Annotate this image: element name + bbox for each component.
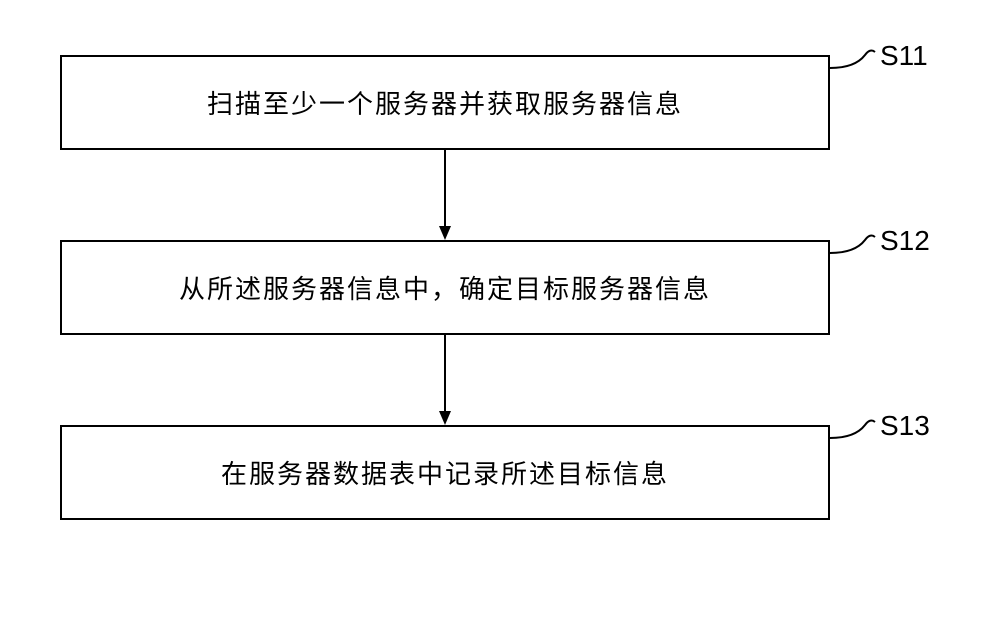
step-text-s11: 扫描至少一个服务器并获取服务器信息 xyxy=(207,84,683,121)
arrow-2 xyxy=(435,335,455,425)
step-text-s12: 从所述服务器信息中，确定目标服务器信息 xyxy=(179,269,711,306)
step-box-s13: 在服务器数据表中记录所述目标信息 xyxy=(60,425,830,520)
step-text-s13: 在服务器数据表中记录所述目标信息 xyxy=(221,454,669,491)
flowchart-container: 扫描至少一个服务器并获取服务器信息 S11 从所述服务器信息中，确定目标服务器信… xyxy=(60,40,940,580)
arrow-1 xyxy=(435,150,455,240)
step-box-s12: 从所述服务器信息中，确定目标服务器信息 xyxy=(60,240,830,335)
step-label-s13: S13 xyxy=(880,410,930,442)
step-label-s12: S12 xyxy=(880,225,930,257)
step-label-s11: S11 xyxy=(880,40,928,72)
step-box-s11: 扫描至少一个服务器并获取服务器信息 xyxy=(60,55,830,150)
